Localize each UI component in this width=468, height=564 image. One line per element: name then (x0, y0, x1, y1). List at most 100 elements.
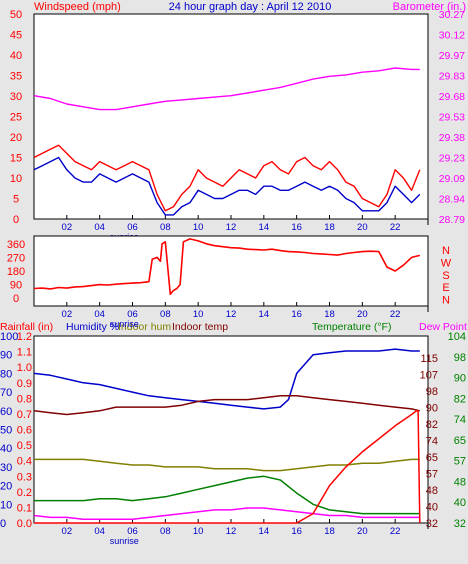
compass-tick-label: N (442, 245, 450, 257)
temperature-tick-label: 98 (454, 352, 466, 364)
humidity-temp-plot-area (33, 335, 429, 524)
temperature-tick-label: 90 (454, 373, 466, 385)
x-tick-label: 18 (324, 526, 335, 537)
sunrise-label: sunrise (110, 536, 139, 546)
dew-point-label: Dew Point (419, 321, 467, 333)
barometer-line (33, 67, 420, 111)
windspeed-tick-label: 50 (10, 9, 22, 21)
barometer-tick-label: 29.09 (439, 173, 465, 185)
rainfall-tick-label: 0.3 (17, 471, 32, 483)
wind-gust-line (33, 144, 421, 212)
x-tick-label: 14 (259, 309, 270, 320)
temperature-tick-label: 32 (454, 518, 466, 530)
x-tick-label: 06 (127, 526, 138, 537)
x-tick-label: 20 (357, 526, 368, 537)
wind-direction-line (33, 238, 420, 296)
x-tick-label: 14 (259, 526, 270, 537)
compass-tick-label: W (441, 257, 452, 269)
wind-speed-line (33, 156, 421, 216)
windspeed-tick-label: 35 (10, 71, 22, 83)
humidity-label: Humidity % (66, 321, 119, 333)
humidity-tick-label: 60 (0, 406, 12, 418)
plots-group: 5045403530252015105030.2730.1229.9729.83… (0, 9, 466, 546)
direction-tick-label: 270 (7, 253, 25, 265)
humidity-tick-label: 70 (0, 387, 12, 399)
x-tick-label: 12 (226, 526, 237, 537)
windspeed-tick-label: 20 (10, 132, 22, 144)
x-tick-label: 16 (291, 222, 302, 233)
x-tick-label: 16 (291, 526, 302, 537)
windspeed-tick-label: 0 (13, 214, 19, 226)
direction-tick-label: 360 (7, 239, 25, 251)
x-tick-label: 22 (390, 526, 401, 537)
temperature-f-line (34, 475, 420, 515)
direction-tick-label: 0 (13, 293, 19, 305)
humidity-tick-label: 100 (0, 331, 18, 343)
rainfall-tick-label: 0.4 (17, 456, 32, 468)
windspeed-plot-area (33, 13, 429, 220)
compass-tick-label: E (442, 282, 449, 294)
temperature-tick-label: 65 (454, 435, 466, 447)
humidity-line (33, 348, 420, 410)
barometer-tick-label: 29.83 (439, 71, 465, 83)
x-tick-label: 10 (193, 222, 204, 233)
rainfall-in-line (34, 410, 421, 524)
x-tick-label: 18 (324, 222, 335, 233)
barometer-tick-label: 30.12 (439, 30, 465, 42)
dew-point-line (33, 507, 420, 521)
x-tick-label: 16 (291, 309, 302, 320)
barometer-tick-label: 29.23 (439, 153, 465, 165)
x-tick-label: 06 (127, 222, 138, 233)
sunrise-label: sunrise (110, 319, 139, 329)
barometer-tick-label: 30.27 (439, 9, 465, 21)
barometer-tick-label: 29.53 (439, 112, 465, 124)
temperature-tick-label: 104 (448, 331, 466, 343)
temperature-tick-label: 48 (454, 476, 466, 488)
indoor-temp-tick-label: 48 (426, 485, 438, 497)
x-tick-label: 10 (193, 309, 204, 320)
graph-title: 24 hour graph day : April 12 2010 (169, 1, 332, 13)
humidity-tick-label: 20 (0, 481, 12, 493)
indoor-temp-label: Indoor temp (172, 321, 228, 333)
barometer-tick-label: 29.38 (439, 132, 465, 144)
rainfall-tick-label: 0.6 (17, 425, 32, 437)
indoor-temp-tick-label: 107 (420, 370, 438, 382)
x-tick-label: 12 (226, 222, 237, 233)
rainfall-tick-label: 1.0 (17, 362, 32, 374)
indoor-temp-tick-label: 32 (426, 518, 438, 530)
x-tick-label: 10 (193, 526, 204, 537)
x-tick-label: 22 (390, 309, 401, 320)
indoor-temp-tick-label: 57 (426, 469, 438, 481)
compass-tick-label: N (442, 295, 450, 307)
humidity-tick-label: 10 (0, 499, 12, 511)
humidity-tick-label: 30 (0, 462, 12, 474)
x-tick-label: 02 (62, 526, 73, 537)
indoor-hum-label: Indoor hum (118, 321, 171, 333)
x-tick-label: 04 (94, 222, 105, 233)
indoor-temp-tick-label: 98 (426, 386, 438, 398)
rainfall-tick-label: 0.1 (17, 502, 32, 514)
indoor-temp-line (33, 395, 420, 416)
wind-direction-plot-area (33, 235, 429, 307)
rainfall-tick-label: 0.9 (17, 378, 32, 390)
rainfall-tick-label: 1.2 (17, 331, 32, 343)
indoor-temp-tick-label: 90 (426, 403, 438, 415)
x-tick-label: 02 (62, 309, 73, 320)
x-tick-label: 12 (226, 309, 237, 320)
temperature-label: Temperature (°F) (312, 321, 391, 333)
x-tick-label: 18 (324, 309, 335, 320)
humidity-tick-label: 50 (0, 425, 12, 437)
temperature-tick-label: 82 (454, 393, 466, 405)
rainfall-tick-label: 1.1 (17, 347, 32, 359)
windspeed-tick-label: 25 (10, 112, 22, 124)
windspeed-tick-label: 5 (13, 194, 19, 206)
temperature-tick-label: 57 (454, 456, 466, 468)
humidity-tick-label: 40 (0, 443, 12, 455)
rainfall-tick-label: 0.5 (17, 440, 32, 452)
barometer-tick-label: 29.68 (439, 91, 465, 103)
x-tick-label: 08 (160, 526, 171, 537)
indoor-temp-tick-label: 74 (426, 436, 438, 448)
x-tick-label: 20 (357, 309, 368, 320)
indoor-hum-line (34, 458, 420, 472)
